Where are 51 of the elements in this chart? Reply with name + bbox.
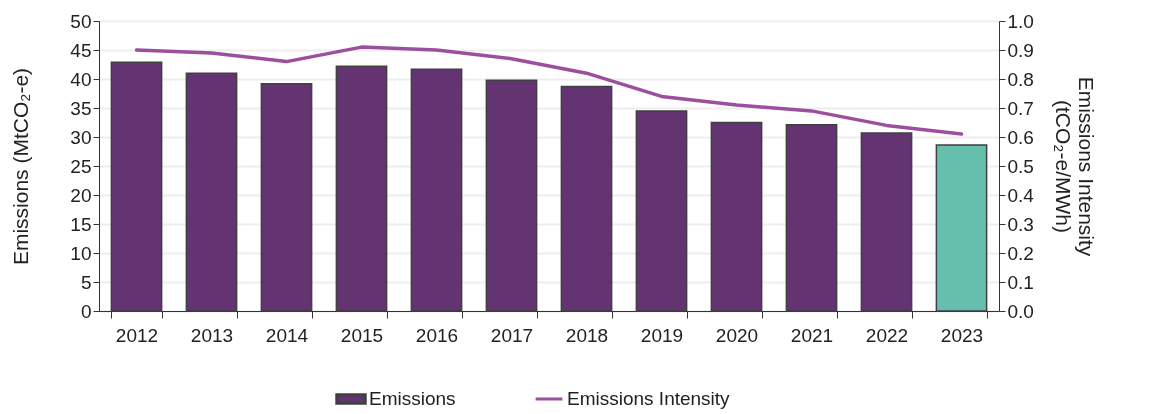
x-tick-label: 2018	[565, 324, 609, 346]
y-tick-label: 45	[70, 39, 92, 61]
y2-tick-label: 0.3	[1007, 213, 1034, 235]
y2-tick-label: 1.0	[1007, 10, 1034, 32]
x-tick-label: 2017	[490, 324, 534, 346]
x-tick-label: 2015	[340, 324, 384, 346]
bar	[560, 85, 613, 312]
y-tick-label: 35	[70, 97, 92, 119]
x-tick-label: 2016	[415, 324, 459, 346]
x-tick-label: 2019	[640, 324, 684, 346]
bar	[710, 121, 763, 312]
y-tick-label: 10	[70, 242, 92, 264]
legend-label: Emissions	[369, 388, 456, 409]
x-tick-label: 2012	[115, 324, 159, 346]
legend-label: Emissions Intensity	[567, 388, 731, 409]
x-tick-label: 2013	[190, 324, 234, 346]
y2-tick-label: 0.4	[1007, 184, 1035, 206]
y2-tick-label: 0.5	[1007, 155, 1034, 177]
bar	[785, 124, 838, 312]
x-tick-label: 2021	[790, 324, 834, 346]
y-tick-label: 5	[80, 271, 92, 293]
y-tick-label: 40	[70, 68, 92, 90]
y2-tick-label: 0.1	[1007, 271, 1034, 293]
y-tick-label: 25	[70, 155, 92, 177]
y-tick-label: 50	[70, 10, 92, 32]
x-tick-label: 2023	[940, 324, 984, 346]
y-axis-title: Emissions (MtCO₂-e)	[9, 67, 33, 266]
y2-axis-title: Emissions Intensity (tCO₂-e/MWh)	[1051, 76, 1098, 257]
y-tick-label: 15	[70, 213, 92, 235]
y2-tick-label: 0.6	[1007, 126, 1034, 148]
line-series	[134, 45, 964, 136]
bar	[410, 68, 463, 312]
y-tick-label: 30	[70, 126, 92, 148]
y2-tick-label: 0.0	[1007, 300, 1034, 322]
bar	[110, 61, 163, 312]
y-tick-label: 20	[70, 184, 92, 206]
x-tick-label: 2014	[265, 324, 309, 346]
y2-tick-label: 0.8	[1007, 68, 1034, 90]
bar	[860, 132, 913, 312]
x-tick-label: 2022	[865, 324, 909, 346]
bar	[485, 79, 538, 312]
y2-tick-label: 0.9	[1007, 39, 1034, 61]
y2-tick-label: 0.7	[1007, 97, 1034, 119]
y-tick-label: 0	[80, 300, 92, 322]
bar	[185, 72, 238, 312]
y2-tick-label: 0.2	[1007, 242, 1034, 264]
x-tick-label: 2020	[715, 324, 759, 346]
bar	[335, 65, 388, 312]
bar	[260, 82, 313, 312]
bar	[935, 144, 988, 312]
bar	[635, 110, 688, 312]
